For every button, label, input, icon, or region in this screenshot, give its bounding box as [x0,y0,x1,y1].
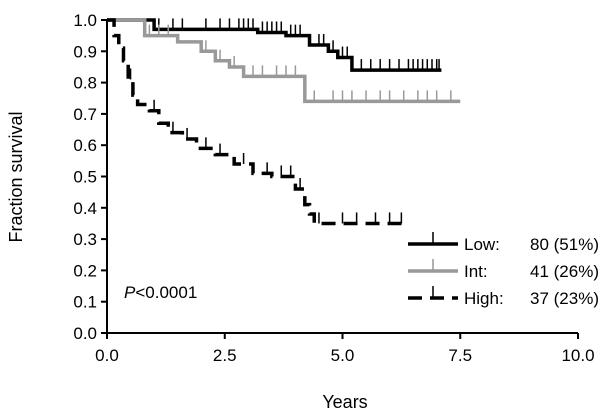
legend-label-int: Int: [464,262,488,281]
legend-label-low: Low: [464,235,500,254]
y-tick-label: 0.5 [73,168,97,187]
y-tick-label: 0.2 [73,261,97,280]
legend-count-low: 80 (51%) [530,235,599,254]
y-tick-label: 0.6 [73,136,97,155]
x-tick-label: 5.0 [331,346,355,365]
y-axis-title: Fraction survival [6,111,26,242]
x-axis-title: Years [322,392,367,412]
legend-label-high: High: [464,289,504,308]
y-tick-label: 0.3 [73,230,97,249]
p-value-annotation: P<0.0001 [124,283,197,302]
x-tick-label: 0.0 [95,346,119,365]
p-value-rest: <0.0001 [135,283,197,302]
series-line-int [107,18,461,104]
x-tick-label: 7.5 [448,346,472,365]
y-tick-label: 0.4 [73,199,97,218]
x-tick-label: 2.5 [213,346,237,365]
plot-area: 0.0 0.1 0.2 0.3 0.4 0.5 0.6 0.7 0.8 0.9 1.0 0.0 2.5 5… [73,11,594,365]
y-tick-label: 0.8 [73,74,97,93]
legend-count-high: 37 (23%) [530,289,599,308]
p-value-italic: P [124,283,136,302]
legend: Low: 80 (51%) Int: 41 (26%) High: 37 (23%) [408,232,599,308]
x-tick-label: 10.0 [561,346,594,365]
series-line-low [107,18,442,72]
y-tick-label: 1.0 [73,11,97,30]
y-tick-label: 0.9 [73,42,97,61]
legend-count-int: 41 (26%) [530,262,599,281]
y-tick-label: 0.1 [73,293,97,312]
y-tick-label: 0.7 [73,105,97,124]
y-tick-label: 0.0 [73,324,97,343]
series-line-high [107,18,404,226]
